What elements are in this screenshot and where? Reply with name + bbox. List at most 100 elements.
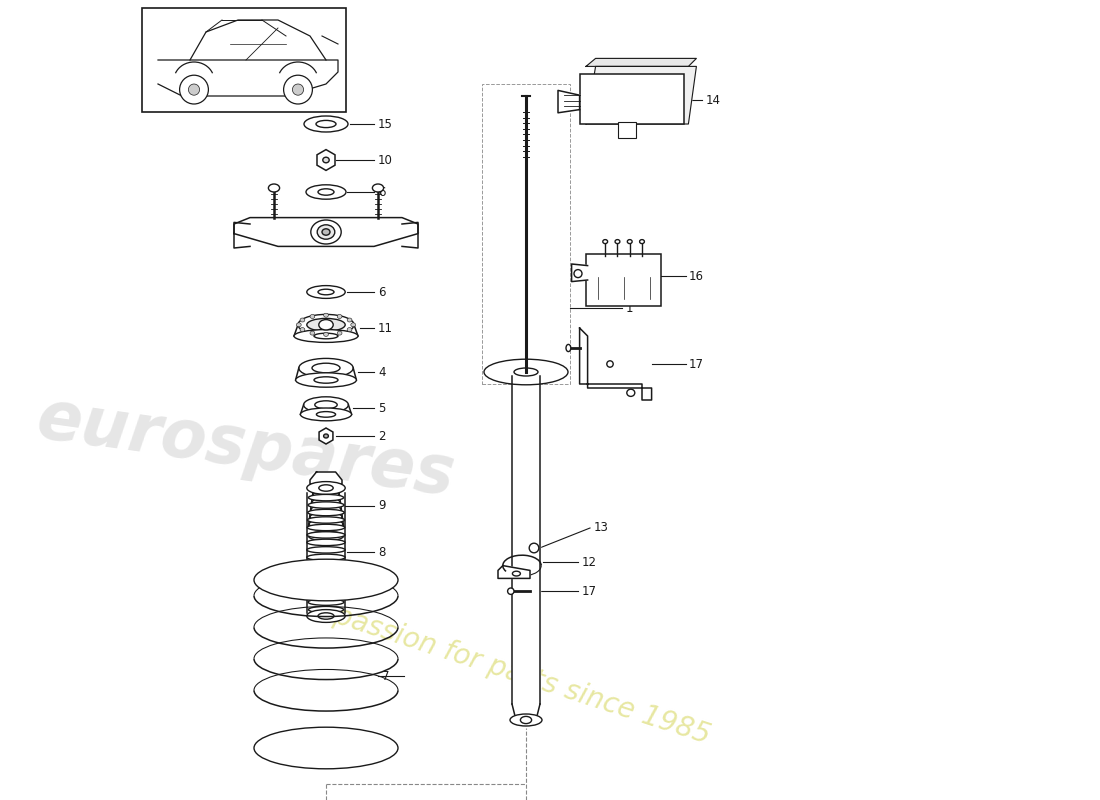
- Ellipse shape: [314, 377, 338, 383]
- Text: 14: 14: [706, 94, 721, 106]
- Ellipse shape: [307, 524, 344, 530]
- Polygon shape: [572, 264, 587, 282]
- Ellipse shape: [513, 571, 520, 576]
- Ellipse shape: [300, 318, 305, 322]
- Ellipse shape: [309, 519, 343, 529]
- Ellipse shape: [307, 546, 345, 553]
- Ellipse shape: [323, 434, 329, 438]
- Ellipse shape: [308, 599, 344, 606]
- Ellipse shape: [351, 322, 355, 326]
- Ellipse shape: [315, 401, 338, 409]
- Ellipse shape: [298, 314, 354, 335]
- Bar: [618, 122, 636, 138]
- Polygon shape: [317, 150, 336, 170]
- Text: eurospares: eurospares: [33, 386, 459, 510]
- Ellipse shape: [348, 318, 352, 322]
- Ellipse shape: [308, 584, 344, 590]
- Ellipse shape: [307, 482, 345, 494]
- Bar: [142, 8, 346, 112]
- Ellipse shape: [307, 318, 345, 331]
- Polygon shape: [586, 58, 696, 66]
- Ellipse shape: [319, 485, 333, 491]
- Ellipse shape: [314, 490, 339, 500]
- Ellipse shape: [627, 239, 632, 243]
- Ellipse shape: [296, 322, 301, 326]
- Ellipse shape: [318, 613, 334, 619]
- Text: 12: 12: [581, 556, 596, 569]
- Circle shape: [293, 84, 304, 95]
- Ellipse shape: [607, 361, 613, 367]
- Text: 17: 17: [689, 358, 703, 370]
- Text: 11: 11: [378, 322, 393, 334]
- Ellipse shape: [308, 591, 344, 598]
- Ellipse shape: [268, 184, 279, 192]
- Polygon shape: [234, 218, 418, 246]
- Ellipse shape: [373, 184, 384, 192]
- Ellipse shape: [615, 239, 620, 243]
- Ellipse shape: [338, 314, 342, 318]
- Ellipse shape: [308, 510, 344, 516]
- Ellipse shape: [348, 328, 352, 331]
- Ellipse shape: [323, 333, 329, 336]
- Polygon shape: [158, 20, 338, 72]
- Ellipse shape: [310, 331, 315, 335]
- Polygon shape: [402, 222, 418, 248]
- Ellipse shape: [574, 270, 582, 278]
- Ellipse shape: [300, 408, 352, 421]
- Text: 1: 1: [626, 302, 634, 314]
- Text: 9: 9: [378, 499, 385, 513]
- Ellipse shape: [310, 512, 342, 522]
- Text: 5: 5: [378, 402, 385, 414]
- Ellipse shape: [299, 358, 353, 378]
- Ellipse shape: [307, 562, 345, 568]
- Ellipse shape: [316, 120, 336, 127]
- Text: 2: 2: [378, 430, 385, 442]
- Polygon shape: [234, 222, 250, 248]
- Ellipse shape: [308, 502, 344, 508]
- Ellipse shape: [254, 559, 398, 601]
- Bar: [482, 84, 570, 384]
- Text: 13: 13: [593, 521, 608, 534]
- Polygon shape: [158, 60, 338, 96]
- Ellipse shape: [304, 397, 349, 413]
- Ellipse shape: [308, 494, 343, 501]
- Text: 8: 8: [378, 546, 385, 558]
- Text: 7: 7: [382, 670, 389, 682]
- Ellipse shape: [322, 157, 329, 162]
- Ellipse shape: [306, 185, 346, 199]
- Ellipse shape: [507, 588, 514, 594]
- Ellipse shape: [627, 390, 635, 397]
- Ellipse shape: [311, 220, 341, 244]
- Ellipse shape: [484, 359, 568, 385]
- Text: 3: 3: [378, 226, 385, 238]
- Text: 15: 15: [378, 118, 393, 130]
- Ellipse shape: [312, 363, 340, 373]
- Ellipse shape: [308, 606, 343, 613]
- Ellipse shape: [307, 532, 345, 538]
- Ellipse shape: [319, 319, 333, 330]
- Ellipse shape: [529, 543, 539, 553]
- Ellipse shape: [317, 225, 334, 239]
- Text: 10: 10: [378, 154, 393, 166]
- Ellipse shape: [514, 368, 538, 376]
- Ellipse shape: [300, 328, 305, 331]
- Ellipse shape: [296, 373, 356, 387]
- Ellipse shape: [317, 411, 336, 418]
- Bar: [580, 74, 683, 124]
- Text: 4: 4: [378, 366, 385, 378]
- Text: 6: 6: [378, 286, 385, 298]
- FancyBboxPatch shape: [586, 254, 661, 306]
- Ellipse shape: [310, 314, 315, 318]
- Text: 6: 6: [378, 186, 385, 198]
- Ellipse shape: [338, 331, 342, 335]
- Ellipse shape: [307, 569, 345, 575]
- Ellipse shape: [307, 554, 345, 561]
- Polygon shape: [498, 566, 530, 578]
- Ellipse shape: [510, 714, 542, 726]
- Circle shape: [284, 75, 312, 104]
- Text: 16: 16: [689, 270, 703, 282]
- Ellipse shape: [639, 239, 645, 243]
- Polygon shape: [319, 428, 333, 444]
- Ellipse shape: [311, 505, 341, 514]
- Ellipse shape: [307, 577, 344, 583]
